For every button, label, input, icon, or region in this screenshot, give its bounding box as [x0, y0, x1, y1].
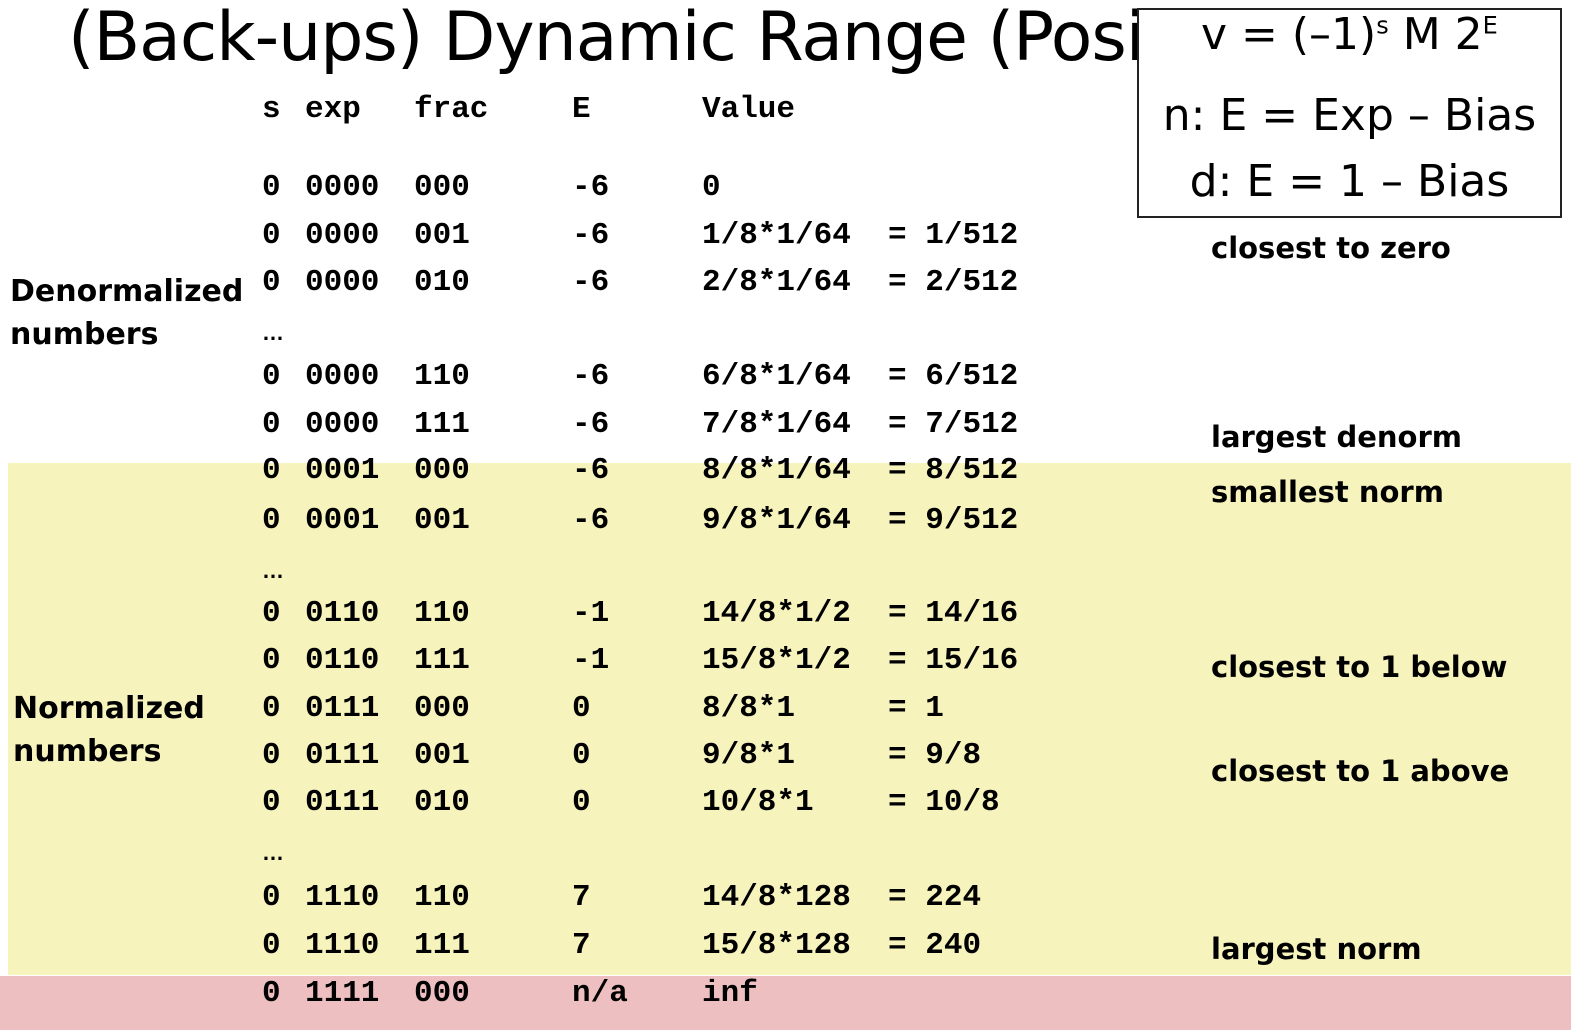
note-largest-denorm: largest denorm — [1211, 420, 1462, 454]
row-2-frac: 010 — [414, 265, 470, 300]
row-7-value: 14/8*1/2 = 14/16 — [702, 596, 1019, 631]
row-14-value: inf — [702, 976, 758, 1011]
row-14-exp: 1111 — [305, 976, 380, 1011]
normalized-label: Normalized numbers — [13, 691, 205, 769]
row-0-s: 0 — [262, 170, 281, 205]
row-0-e: -6 — [572, 170, 610, 205]
row-8-e: -1 — [572, 643, 610, 678]
ellipsis-denorm: … — [262, 320, 284, 345]
row-5-s: 0 — [262, 453, 281, 488]
row-14-e: n/a — [572, 976, 628, 1011]
row-11-value: 10/8*1 = 10/8 — [702, 785, 1000, 820]
row-1-s: 0 — [262, 218, 281, 253]
denormalized-exponent-formula: d: E = 1 – Bias — [1189, 156, 1510, 207]
row-1-value: 1/8*1/64 = 1/512 — [702, 218, 1019, 253]
row-10-e: 0 — [572, 738, 591, 773]
row-8-frac: 111 — [414, 643, 470, 678]
row-11-s: 0 — [262, 785, 281, 820]
note-closest-to-1-below: closest to 1 below — [1211, 650, 1508, 684]
row-4-frac: 111 — [414, 407, 470, 442]
row-7-s: 0 — [262, 596, 281, 631]
normalized-region-highlight — [8, 463, 1571, 975]
row-12-s: 0 — [262, 880, 281, 915]
row-4-value: 7/8*1/64 = 7/512 — [702, 407, 1019, 442]
row-6-e: -6 — [572, 503, 610, 538]
row-13-e: 7 — [572, 928, 591, 963]
row-6-exp: 0001 — [305, 503, 380, 538]
row-2-e: -6 — [572, 265, 610, 300]
row-1-frac: 001 — [414, 218, 470, 253]
row-14-s: 0 — [262, 976, 281, 1011]
row-1-exp: 0000 — [305, 218, 380, 253]
row-12-value: 14/8*128 = 224 — [702, 880, 982, 915]
row-3-exp: 0000 — [305, 359, 380, 394]
note-closest-to-zero: closest to zero — [1211, 231, 1451, 265]
row-9-value: 8/8*1 = 1 — [702, 691, 944, 726]
row-3-s: 0 — [262, 359, 281, 394]
row-5-value: 8/8*1/64 = 8/512 — [702, 453, 1019, 488]
note-closest-to-1-above: closest to 1 above — [1211, 754, 1510, 788]
row-0-exp: 0000 — [305, 170, 380, 205]
row-10-s: 0 — [262, 738, 281, 773]
header-exp: exp — [305, 92, 361, 127]
row-12-e: 7 — [572, 880, 591, 915]
row-0-frac: 000 — [414, 170, 470, 205]
row-11-frac: 010 — [414, 785, 470, 820]
row-4-exp: 0000 — [305, 407, 380, 442]
row-8-exp: 0110 — [305, 643, 380, 678]
row-0-value: 0 — [702, 170, 721, 205]
header-value: Value — [702, 92, 796, 127]
row-7-frac: 110 — [414, 596, 470, 631]
row-13-exp: 1110 — [305, 928, 380, 963]
infinity-row-highlight — [0, 976, 1571, 1030]
row-4-s: 0 — [262, 407, 281, 442]
row-3-value: 6/8*1/64 = 6/512 — [702, 359, 1019, 394]
row-9-exp: 0111 — [305, 691, 380, 726]
row-8-value: 15/8*1/2 = 15/16 — [702, 643, 1019, 678]
row-10-frac: 001 — [414, 738, 470, 773]
row-5-exp: 0001 — [305, 453, 380, 488]
row-13-frac: 111 — [414, 928, 470, 963]
row-11-exp: 0111 — [305, 785, 380, 820]
normalized-exponent-formula: n: E = Exp – Bias — [1162, 90, 1537, 141]
row-14-frac: 000 — [414, 976, 470, 1011]
row-2-value: 2/8*1/64 = 2/512 — [702, 265, 1019, 300]
row-8-s: 0 — [262, 643, 281, 678]
row-7-e: -1 — [572, 596, 610, 631]
row-10-exp: 0111 — [305, 738, 380, 773]
row-6-s: 0 — [262, 503, 281, 538]
row-5-e: -6 — [572, 453, 610, 488]
ellipsis-norm-2: … — [262, 840, 284, 865]
row-12-frac: 110 — [414, 880, 470, 915]
value-formula: v = (–1)s M 2E — [1201, 9, 1498, 60]
row-1-e: -6 — [572, 218, 610, 253]
row-13-value: 15/8*128 = 240 — [702, 928, 982, 963]
row-2-exp: 0000 — [305, 265, 380, 300]
formula-box: v = (–1)s M 2E n: E = Exp – Bias d: E = … — [1137, 8, 1562, 218]
row-9-s: 0 — [262, 691, 281, 726]
row-4-e: -6 — [572, 407, 610, 442]
row-9-e: 0 — [572, 691, 591, 726]
header-frac: frac — [414, 92, 489, 127]
header-s: s — [262, 92, 281, 127]
row-13-s: 0 — [262, 928, 281, 963]
row-3-e: -6 — [572, 359, 610, 394]
row-3-frac: 110 — [414, 359, 470, 394]
row-6-frac: 001 — [414, 503, 470, 538]
row-2-s: 0 — [262, 265, 281, 300]
row-11-e: 0 — [572, 785, 591, 820]
note-largest-norm: largest norm — [1211, 932, 1422, 966]
row-6-value: 9/8*1/64 = 9/512 — [702, 503, 1019, 538]
denormalized-label: Denormalized numbers — [10, 274, 244, 352]
row-12-exp: 1110 — [305, 880, 380, 915]
row-5-frac: 000 — [414, 453, 470, 488]
header-e: E — [572, 92, 591, 127]
row-10-value: 9/8*1 = 9/8 — [702, 738, 982, 773]
row-7-exp: 0110 — [305, 596, 380, 631]
row-9-frac: 000 — [414, 691, 470, 726]
ellipsis-norm-1: … — [262, 558, 284, 583]
note-smallest-norm: smallest norm — [1211, 475, 1444, 509]
